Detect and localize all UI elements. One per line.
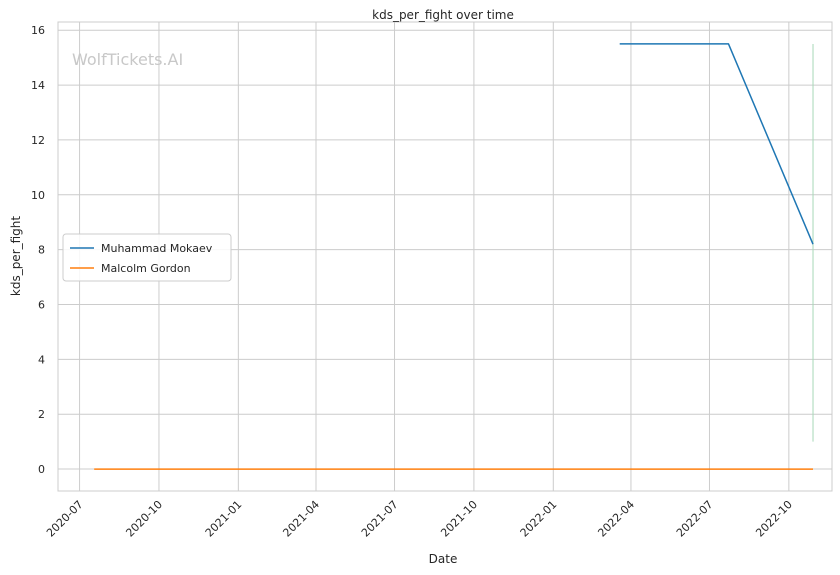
chart-title: kds_per_fight over time (372, 8, 514, 22)
y-tick-labels: 0 2 4 6 8 10 12 14 16 (31, 24, 45, 476)
legend-label-muhammad-mokaev: Muhammad Mokaev (101, 242, 213, 255)
y-axis-label: kds_per_fight (9, 216, 23, 297)
series-line-muhammad-mokaev (619, 43, 814, 245)
legend-box (62, 233, 232, 282)
x-tick-label: 2022-10 (753, 498, 795, 540)
y-tick-label: 14 (31, 79, 45, 92)
x-tick-label: 2020-07 (44, 498, 86, 540)
series-layer (94, 43, 814, 470)
x-tick-label: 2022-07 (674, 498, 716, 540)
x-axis-label: Date (429, 552, 458, 566)
x-tick-label: 2022-04 (595, 498, 637, 540)
x-tick-label: 2020-10 (123, 498, 165, 540)
x-tick-label: 2021-01 (203, 498, 245, 540)
x-tick-label: 2022-01 (518, 498, 560, 540)
legend-label-malcolm-gordon: Malcolm Gordon (101, 262, 191, 275)
y-tick-label: 2 (38, 408, 45, 421)
legend: Muhammad Mokaev Malcolm Gordon (62, 233, 232, 282)
y-tick-label: 16 (31, 24, 45, 37)
y-tick-label: 0 (38, 463, 45, 476)
x-tick-labels: 2020-07 2020-10 2021-01 2021-04 2021-07 2021-… (44, 498, 795, 540)
y-tick-label: 8 (38, 244, 45, 257)
x-tick-label: 2021-07 (359, 498, 401, 540)
y-tick-label: 12 (31, 134, 45, 147)
y-tick-label: 4 (38, 353, 45, 366)
x-gridlines (79, 22, 790, 491)
y-tick-label: 6 (38, 298, 45, 311)
y-tick-label: 10 (31, 189, 45, 202)
watermark-text: WolfTickets.AI (72, 50, 183, 69)
x-tick-label: 2021-04 (280, 498, 322, 540)
x-tick-label: 2021-10 (438, 498, 480, 540)
